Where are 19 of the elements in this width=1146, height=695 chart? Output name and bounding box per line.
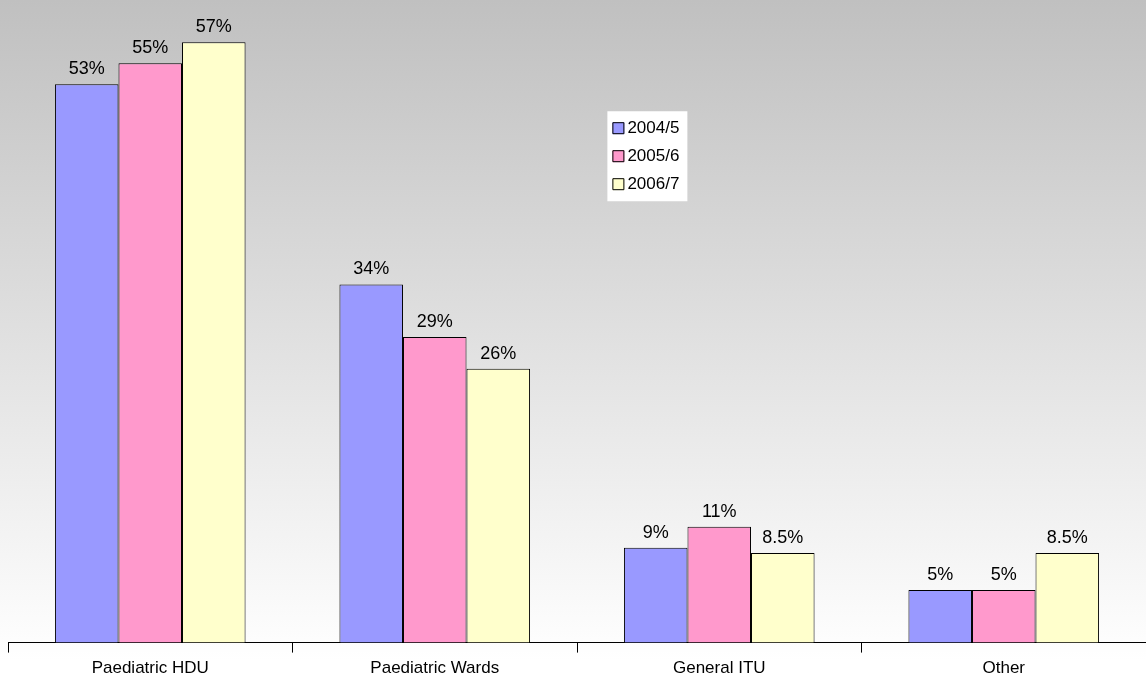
legend-label: 2005/6 — [627, 145, 680, 165]
x-tick-label: General ITU — [672, 658, 766, 678]
x-tick-label: Paediatric Wards — [370, 658, 500, 678]
x-tick-label: Other — [982, 658, 1026, 678]
data-label: 9% — [642, 521, 669, 542]
data-label: 8.5% — [762, 527, 804, 548]
data-label: 5% — [927, 563, 954, 584]
data-label: 8.5% — [1046, 527, 1088, 548]
data-label: 5% — [990, 563, 1017, 584]
data-label: 55% — [132, 37, 169, 58]
legend-label: 2006/7 — [627, 173, 680, 193]
data-label: 26% — [480, 342, 517, 363]
data-label: 53% — [68, 58, 105, 79]
legend-label: 2004/5 — [627, 117, 680, 137]
x-tick-label: Paediatric HDU — [91, 658, 209, 678]
data-label: 34% — [353, 258, 390, 279]
data-label: 11% — [701, 500, 737, 521]
data-label: 29% — [416, 311, 453, 332]
data-label: 57% — [195, 16, 232, 37]
